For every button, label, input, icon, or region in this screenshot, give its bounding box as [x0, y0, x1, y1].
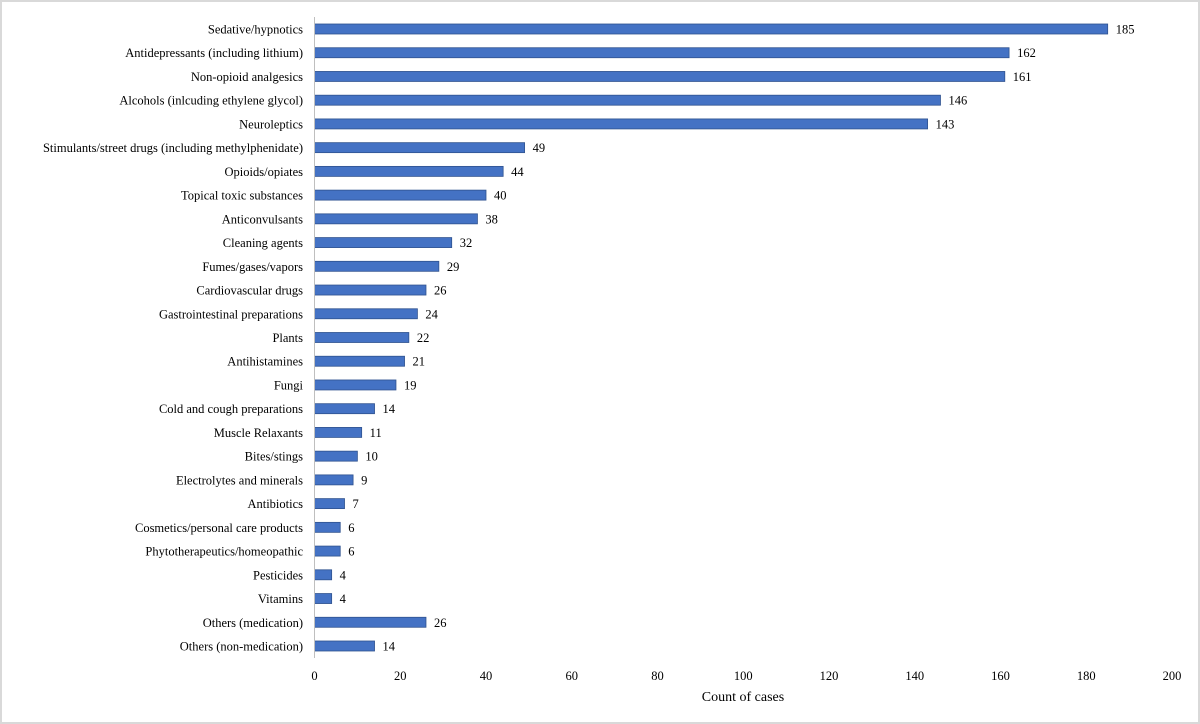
data-label: 14: [383, 640, 396, 654]
data-label: 10: [365, 450, 378, 464]
bar: [314, 213, 478, 225]
bar: [314, 450, 358, 462]
x-tick-label: 180: [1077, 669, 1096, 683]
category-label: Electrolytes and minerals: [176, 473, 303, 487]
category-label: Anticonvulsants: [222, 212, 303, 226]
category-label: Opioids/opiates: [225, 165, 304, 179]
x-tick-label: 200: [1163, 669, 1182, 683]
bar: [314, 521, 341, 533]
x-tick-label: 80: [651, 669, 664, 683]
data-label: 21: [413, 355, 426, 369]
x-tick-label: 20: [394, 669, 407, 683]
bar: [314, 427, 363, 438]
category-label: Gastrointestinal preparations: [159, 307, 303, 321]
x-tick-label: 160: [991, 669, 1010, 683]
data-label: 38: [485, 212, 498, 226]
category-label: Topical toxic substances: [181, 189, 303, 203]
data-label: 19: [404, 378, 417, 392]
bar: [314, 545, 341, 557]
data-label: 11: [370, 426, 382, 440]
data-label: 40: [494, 189, 507, 203]
bar: [314, 165, 504, 177]
data-label: 185: [1116, 23, 1135, 37]
data-label: 32: [460, 236, 473, 250]
category-label: Pesticides: [253, 568, 303, 582]
bar: [314, 593, 333, 604]
category-label: Muscle Relaxants: [214, 426, 303, 440]
bar: [314, 23, 1109, 35]
data-label: 29: [447, 260, 460, 274]
category-label: Sedative/hypnotics: [208, 23, 303, 37]
category-label: Antihistamines: [227, 355, 303, 369]
bar: [314, 474, 354, 486]
bar: [314, 47, 1010, 59]
data-label: 146: [948, 94, 967, 108]
bar: [314, 237, 453, 248]
category-label: Cleaning agents: [223, 236, 303, 250]
category-label: Fungi: [274, 378, 304, 392]
data-label: 26: [434, 284, 447, 298]
bar: [314, 403, 375, 415]
x-tick-label: 140: [905, 669, 924, 683]
data-label: 44: [511, 165, 524, 179]
data-label: 6: [348, 521, 354, 535]
category-label: Cold and cough preparations: [159, 402, 303, 416]
bar: [314, 569, 333, 581]
x-tick-label: 0: [311, 669, 317, 683]
bar: [314, 498, 345, 510]
bar: [314, 71, 1006, 82]
bar: [314, 284, 427, 296]
bar: [314, 308, 418, 320]
data-label: 4: [340, 568, 347, 582]
category-label: Stimulants/street drugs (including methy…: [43, 141, 303, 155]
data-label: 7: [353, 497, 359, 511]
data-label: 9: [361, 473, 367, 487]
bar: [314, 189, 487, 201]
data-label: 26: [434, 616, 447, 630]
category-label: Bites/stings: [245, 450, 303, 464]
category-label: Cardiovascular drugs: [196, 284, 303, 298]
x-tick-label: 60: [566, 669, 579, 683]
x-tick-label: 40: [480, 669, 493, 683]
data-label: 143: [936, 117, 955, 131]
data-label: 49: [533, 141, 546, 155]
category-label: Antibiotics: [247, 497, 303, 511]
x-tick-label: 100: [734, 669, 753, 683]
bar: [314, 379, 397, 391]
data-label: 161: [1013, 70, 1032, 84]
x-tick-label: 120: [820, 669, 839, 683]
category-label: Antidepressants (including lithium): [125, 46, 303, 60]
x-axis-title: Count of cases: [702, 690, 784, 705]
category-label: Plants: [272, 331, 303, 345]
category-label: Phytotherapeutics/homeopathic: [145, 545, 303, 559]
data-label: 4: [340, 592, 347, 606]
bar: [314, 640, 375, 652]
data-label: 22: [417, 331, 430, 345]
data-label: 162: [1017, 46, 1036, 60]
bar: [314, 260, 440, 272]
category-label: Alcohols (inlcuding ethylene glycol): [119, 94, 303, 108]
category-label: Others (non-medication): [180, 640, 303, 654]
data-label: 14: [383, 402, 396, 416]
category-label: Fumes/gases/vapors: [202, 260, 303, 274]
bar: [314, 142, 525, 154]
category-label: Vitamins: [258, 592, 303, 606]
bar: [314, 616, 427, 628]
data-label: 24: [425, 307, 438, 321]
bar: [314, 355, 405, 367]
data-label: 6: [348, 545, 354, 559]
category-label: Non-opioid analgesics: [191, 70, 303, 84]
bar: [314, 94, 941, 106]
bar: [314, 332, 410, 343]
bar: [314, 118, 929, 130]
category-label: Others (medication): [203, 616, 303, 630]
category-label: Cosmetics/personal care products: [135, 521, 303, 535]
category-label: Neuroleptics: [239, 117, 303, 131]
